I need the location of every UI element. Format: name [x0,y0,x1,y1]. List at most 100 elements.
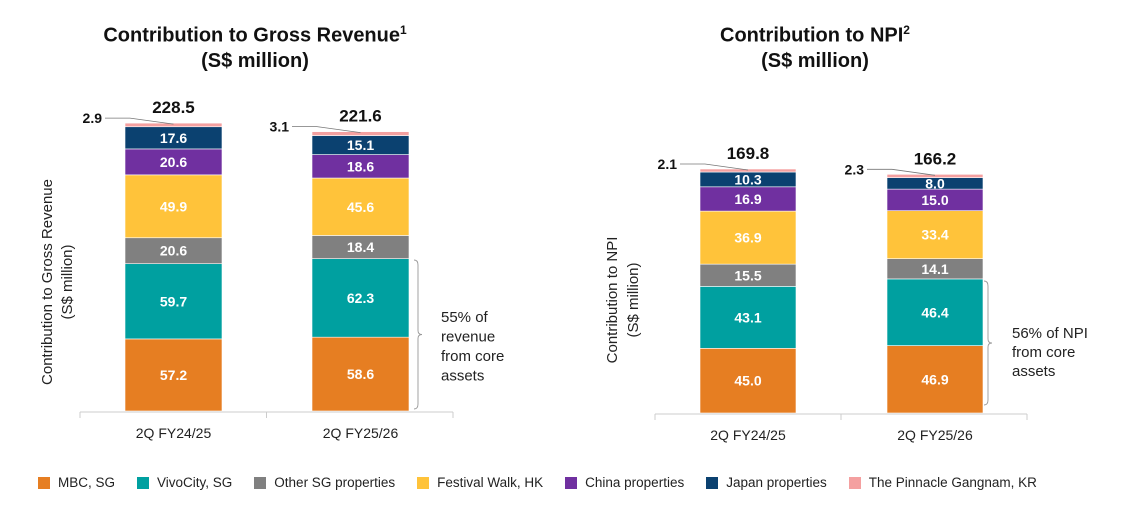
bar-segment-the-pinnacle-gangnam-kr [886,174,984,178]
callout-line [105,117,174,125]
total-label: 221.6 [339,107,382,126]
annotation-text: assets [441,368,484,385]
total-label: 166.2 [914,149,957,168]
total-label: 228.5 [152,98,195,117]
title-text: Contribution to NPI [720,24,904,47]
data-label: 45.0 [734,373,761,389]
x-tick-label: 2Q FY25/26 [897,427,973,443]
bar-segment-vivocity-sg [886,278,984,346]
legend-swatch [848,476,861,489]
bar-segment-mbc-sg [699,348,797,414]
legend-item: MBC, SG [38,475,115,490]
data-label: 18.6 [347,158,374,174]
data-label: 16.9 [734,191,761,207]
y-axis-label: (S$ million) [59,244,76,319]
legend-swatch [706,476,719,489]
legend-label: MBC, SG [58,475,116,490]
x-tick-label: 2Q FY24/25 [710,427,786,443]
x-tick-label: 2Q FY24/25 [136,425,212,441]
data-label: 15.0 [921,192,948,208]
chart-title-gross-revenue: Contribution to Gross Revenue1 (S$ milli… [55,18,455,74]
y-axis-label: (S$ million) [625,262,642,337]
data-label: 20.6 [160,243,187,259]
legend-label: Festival Walk, HK [437,475,544,490]
legend-label: China properties [585,475,685,490]
bar-segment-mbc-sg [124,338,223,412]
annotation-text: 56% of NPI [1012,325,1088,342]
title-text: Contribution to Gross Revenue [103,24,400,47]
total-label: 169.8 [727,144,770,163]
data-label: 18.4 [347,239,374,255]
bar-segment-mbc-sg [886,345,984,414]
bar-segment-china-properties [124,148,223,176]
callout-line [680,163,749,171]
data-label: 57.2 [160,367,187,383]
footnote-marker: 2 [903,23,910,37]
bar-segment-festival-walk-hk [311,177,410,236]
bar-segment-the-pinnacle-gangnam-kr [124,122,223,128]
legend-label: Japan properties [726,475,827,490]
y-axis-label: Contribution to Gross Revenue [39,179,56,385]
annotation-text: from core [1012,344,1075,361]
data-label: 36.9 [734,230,761,246]
legend-swatch [254,476,267,489]
y-axis-label: Contribution to NPI [604,237,621,364]
data-label: 49.9 [160,198,187,214]
bar-segment-vivocity-sg [124,263,223,340]
footnote-marker: 1 [400,23,407,37]
brace-bracket [983,280,993,406]
bar-segment-festival-walk-hk [124,174,223,239]
bar-segment-mbc-sg [311,336,410,412]
data-label: 33.4 [921,227,948,243]
data-label: 14.1 [921,261,948,277]
data-label: 8.0 [925,175,945,191]
callout-label: 2.9 [83,110,103,126]
bar-segment-festival-walk-hk [886,210,984,259]
legend-item: Japan properties [706,475,827,490]
data-label: 15.5 [734,267,761,283]
callout-line [292,126,361,134]
data-label: 46.4 [921,304,948,320]
subtitle-text: (S$ million) [761,49,869,72]
legend-swatch [417,476,430,489]
bar-segment-the-pinnacle-gangnam-kr [311,131,410,136]
data-label: 20.6 [160,154,187,170]
legend-item: VivoCity, SG [137,475,232,490]
data-label: 10.3 [734,171,761,187]
data-label: 15.1 [347,137,374,153]
data-label: 46.9 [921,371,948,387]
bar-segment-vivocity-sg [699,286,797,349]
data-label: 59.7 [160,293,187,309]
legend: MBC, SG VivoCity, SG Other SG properties Fe… [38,475,1059,490]
legend-label: VivoCity, SG [157,475,233,490]
data-label: 58.6 [347,366,374,382]
bar-segment-vivocity-sg [311,258,410,338]
annotation-text: revenue [441,329,495,346]
legend-swatch [137,476,150,489]
annotation-text: 55% of [441,309,489,326]
legend-swatch [38,476,50,489]
data-label: 43.1 [734,309,761,325]
callout-label: 2.3 [845,161,865,177]
chart-title-npi: Contribution to NPI2 (S$ million) [615,18,1015,74]
bar-segment-the-pinnacle-gangnam-kr [699,168,797,173]
bar-segment-festival-walk-hk [699,210,797,265]
legend-label: The Pinnacle Gangnam, KR [868,475,1037,490]
data-label: 45.6 [347,199,374,215]
legend-swatch [565,476,578,489]
bar-segment-other-sg-properties [124,237,223,265]
callout-line [867,168,936,176]
legend-item: China properties [565,475,684,490]
legend-label: Other SG properties [274,475,396,490]
callout-label: 2.1 [658,156,678,172]
brace-bracket [413,259,423,410]
subtitle-text: (S$ million) [201,49,309,72]
data-label: 62.3 [347,290,374,306]
annotation-text: assets [1012,363,1055,380]
callout-label: 3.1 [270,119,290,135]
data-label: 17.6 [160,130,187,146]
legend-item: The Pinnacle Gangnam, KR [848,475,1037,490]
bar-segment-china-properties [699,186,797,212]
